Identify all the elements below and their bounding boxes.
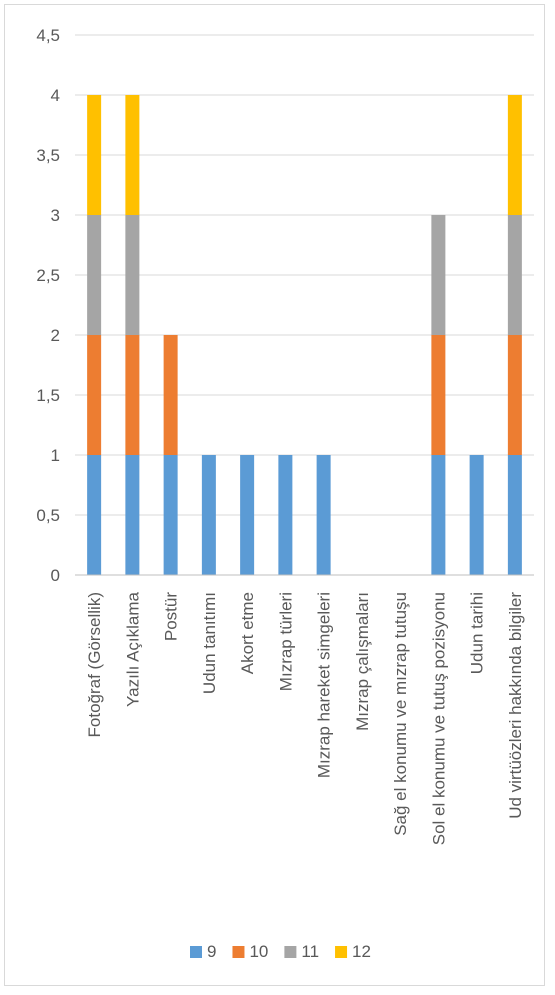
bar-segment-10: [163, 335, 178, 455]
bar-segment-12: [507, 95, 522, 215]
gridlines: [75, 34, 534, 516]
y-tick-label: 0,5: [36, 506, 60, 525]
bar-segment-11: [507, 215, 522, 335]
bar-segment-9: [316, 455, 331, 575]
bar-segment-9: [469, 455, 484, 575]
x-tick-label: Postür: [162, 592, 181, 641]
y-tick-label: 2: [51, 326, 60, 345]
y-tick-label: 3,5: [36, 146, 60, 165]
bar-segment-10: [431, 335, 446, 455]
y-tick-label: 0: [51, 566, 60, 585]
y-tick-label: 1,5: [36, 386, 60, 405]
bar-segment-10: [507, 335, 522, 455]
x-tick-label: Udun tarihi: [468, 592, 487, 674]
x-tick-label: Akort etme: [238, 592, 257, 674]
legend-swatch-10: [232, 946, 245, 958]
x-tick-label: Sağ el konumu ve mızrap tutuşu: [391, 592, 410, 836]
y-tick-label: 2,5: [36, 266, 60, 285]
x-tick-label: Ud virtüözleri hakkında bilgiler: [506, 592, 525, 819]
bar-segment-9: [201, 455, 216, 575]
bar-segment-12: [125, 95, 140, 215]
x-tick-label: Udun tanıtımı: [200, 592, 219, 694]
x-tick-label: Mızrap hareket simgeleri: [315, 592, 334, 778]
axes: 0 0,5 1 1,5 2 2,5 3 3,5 4 4,5 Fotoğraf (Görsellik)…: [36, 26, 534, 845]
bar-segment-9: [125, 455, 140, 575]
legend-label: 10: [249, 942, 268, 961]
bar-segment-11: [125, 215, 140, 335]
bar-segment-9: [431, 455, 446, 575]
bar-segment-11: [431, 215, 446, 335]
legend-swatch-11: [284, 946, 297, 958]
legend-swatch-9: [190, 946, 202, 958]
y-tick-label: 4: [51, 86, 60, 105]
bar-segment-9: [240, 455, 255, 575]
y-tick-label: 1: [51, 446, 60, 465]
legend-label: 11: [301, 942, 319, 961]
y-tick-label: 3: [51, 206, 60, 225]
y-tick-label: 4,5: [36, 26, 60, 45]
legend-label: 9: [207, 942, 216, 961]
x-tick-label: Fotoğraf (Görsellik): [85, 592, 104, 737]
x-tick-label: Yazılı Açıklama: [123, 591, 142, 706]
x-tick-label: Sol el konumu ve tutuş pozisyonu: [429, 592, 448, 845]
x-tick-label: Mızrap türleri: [276, 592, 295, 691]
bar-segment-9: [507, 455, 522, 575]
bar-segment-10: [87, 335, 102, 455]
legend-label: 12: [352, 942, 371, 961]
bar-segment-12: [87, 95, 102, 215]
legend: 9 10 11 12: [190, 942, 371, 961]
legend-swatch-12: [335, 946, 348, 958]
bar-segment-10: [125, 335, 140, 455]
x-tick-label: Mızrap çalışmaları: [353, 592, 372, 731]
bar-segment-9: [87, 455, 102, 575]
bar-segment-9: [163, 455, 178, 575]
bar-segment-9: [278, 455, 293, 575]
bars: [87, 95, 522, 575]
bar-segment-11: [87, 215, 102, 335]
